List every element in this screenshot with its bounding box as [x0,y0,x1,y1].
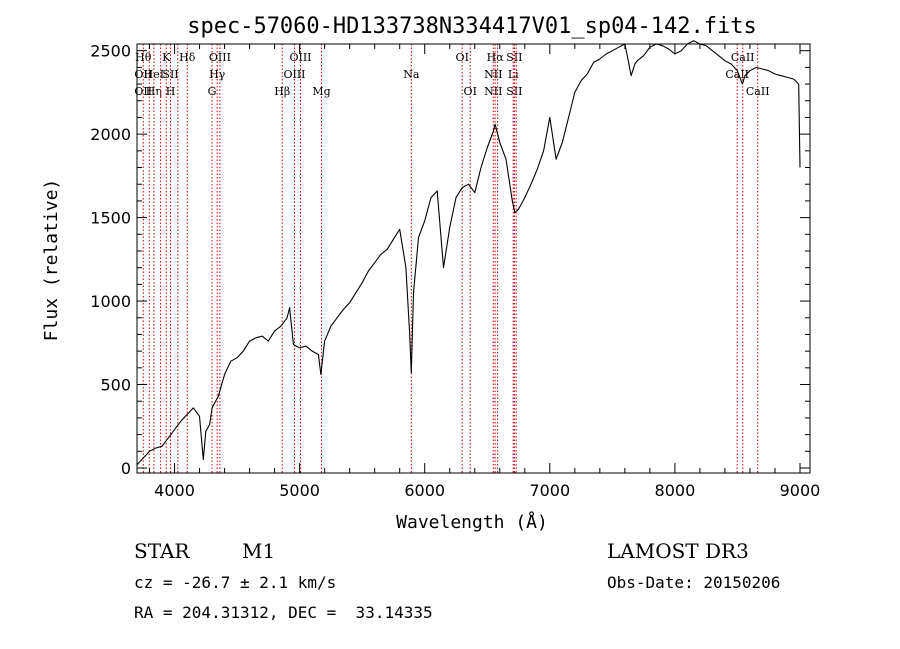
line-label: OIII [209,51,231,64]
obs-date-text: Obs-Date: 20150206 [607,573,781,592]
line-label: CaII [746,85,770,98]
survey-name: LAMOST DR3 [607,539,749,563]
plot-frame [136,43,811,474]
line-label: NII [484,85,502,98]
line-label: Hα [487,51,505,64]
line-label: CaII [725,68,749,81]
line-label: Hγ [209,68,226,81]
line-label: H [166,85,176,98]
x-axis-label: Wavelength (Å) [396,511,548,533]
line-label: Hδ [179,51,196,64]
line-label: G [208,85,217,98]
plot-axes: 4000 5000 6000 7000 8000 9000 0 500 1000 1500 2000… [90,42,820,500]
line-label: Hη [146,85,162,98]
object-subclass: M1 [242,539,276,563]
line-label: OIII [289,51,311,64]
flux-series [136,40,801,466]
emission-line-markers: HθOIIOIIHeIHηKSIIHHδGHγOIIIHβOIIIOIIIMgN… [134,44,770,473]
flux-line [136,40,801,466]
line-label: OI [456,51,469,64]
y-tick-label: 0 [121,459,131,478]
x-tick-label: 6000 [404,481,445,500]
x-tick-label: 5000 [279,481,320,500]
x-tick-label: 9000 [780,481,821,500]
line-label: SII [506,85,522,98]
x-tick-label: 8000 [655,481,696,500]
y-axis-label: Flux (relative) [41,179,62,342]
line-label: OI [464,85,477,98]
line-label: Hβ [274,85,290,98]
line-label: Na [403,68,420,81]
line-label: OII [134,68,152,81]
line-label: Li [508,68,519,81]
y-tick-label: 2500 [90,42,131,61]
y-tick-label: 2000 [90,125,131,144]
line-label: Hθ [135,51,152,64]
line-label: SII [506,51,522,64]
line-label: OII [134,85,152,98]
line-label: Mg [312,85,330,98]
line-label: SII [162,68,178,81]
object-class: STAR [134,539,190,563]
x-tick-label: 7000 [529,481,570,500]
x-tick-label: 4000 [154,481,195,500]
spectrum-chart: spec-57060-HD133738N334417V01_sp04-142.f… [41,14,820,533]
y-tick-label: 1000 [90,292,131,311]
line-label: OIII [283,68,305,81]
chart-title: spec-57060-HD133738N334417V01_sp04-142.f… [187,14,757,39]
line-label: NII [484,68,502,81]
redshift-text: cz = -26.7 ± 2.1 km/s [134,573,337,592]
line-label: HeI [144,68,164,81]
y-tick-label: 1500 [90,209,131,228]
coordinates-text: RA = 204.31312, DEC = 33.14335 [134,603,433,622]
line-label: K [162,51,171,64]
line-label: CaII [731,51,755,64]
y-tick-label: 500 [100,376,131,395]
